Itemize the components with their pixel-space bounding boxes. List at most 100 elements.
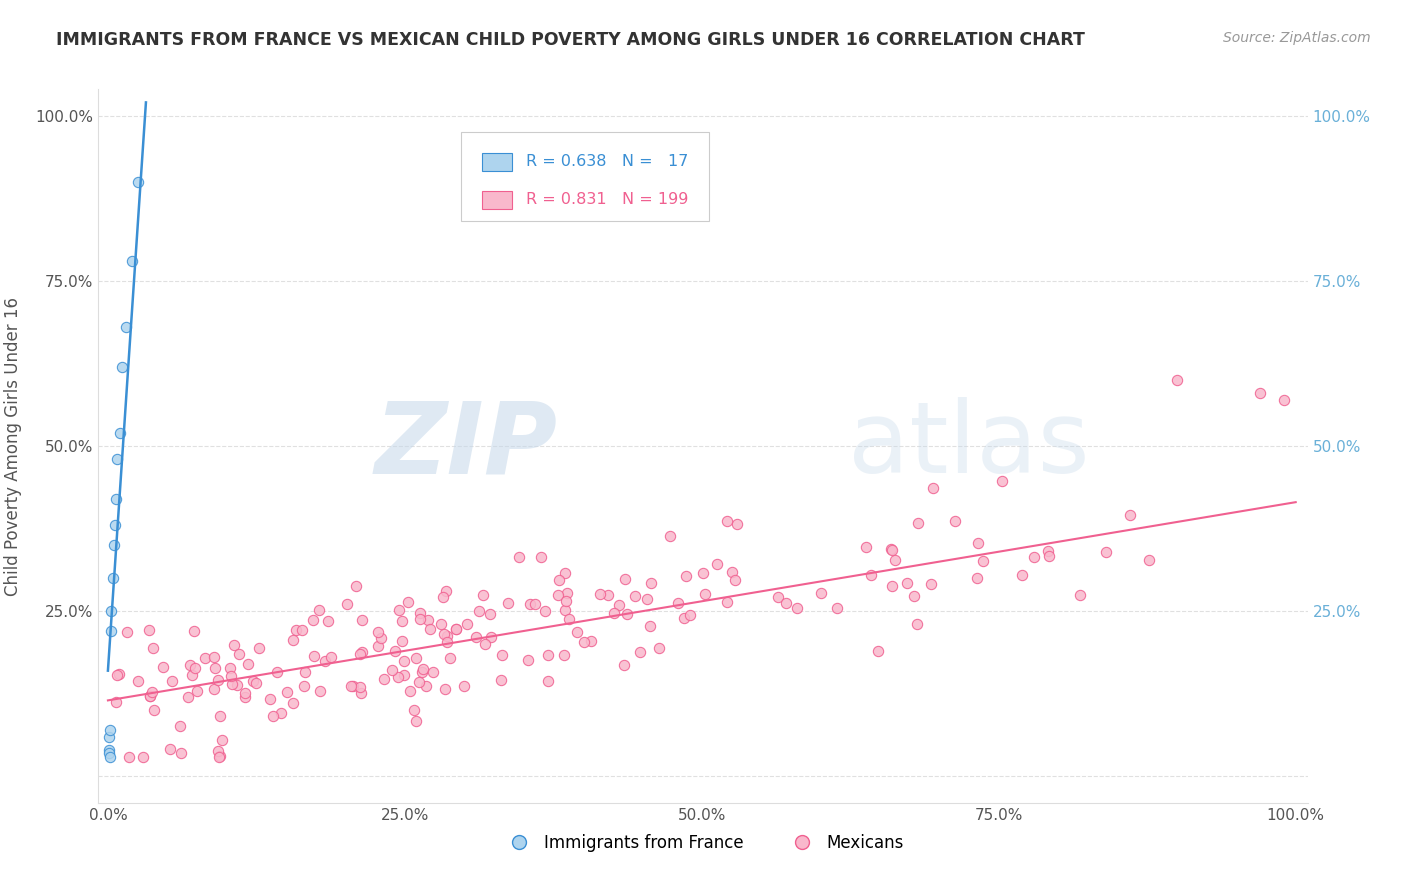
Point bbox=[422, 665, 444, 680]
Point bbox=[478, 607, 501, 621]
Point bbox=[194, 651, 217, 665]
Point bbox=[340, 679, 363, 693]
Point bbox=[1137, 553, 1160, 567]
Point bbox=[418, 622, 440, 636]
Point bbox=[436, 629, 458, 643]
Point bbox=[405, 650, 427, 665]
Point bbox=[183, 624, 205, 638]
Point bbox=[366, 625, 388, 640]
FancyBboxPatch shape bbox=[461, 132, 709, 221]
Point bbox=[883, 553, 905, 567]
Point bbox=[666, 596, 689, 610]
Point bbox=[101, 571, 124, 585]
Point bbox=[616, 607, 638, 621]
Point bbox=[692, 566, 714, 581]
Point bbox=[242, 673, 264, 688]
Point bbox=[530, 550, 553, 565]
Point bbox=[943, 514, 966, 528]
Point bbox=[108, 425, 131, 440]
Point bbox=[301, 614, 323, 628]
Point bbox=[508, 549, 530, 564]
Point bbox=[103, 538, 125, 552]
Point bbox=[905, 616, 928, 631]
Point bbox=[131, 749, 153, 764]
Point bbox=[439, 650, 461, 665]
Point bbox=[283, 633, 305, 648]
Point bbox=[648, 641, 671, 656]
Point bbox=[367, 639, 389, 653]
Point bbox=[319, 649, 342, 664]
Point bbox=[716, 514, 738, 528]
Point bbox=[557, 612, 579, 626]
Point bbox=[489, 673, 512, 687]
Point bbox=[434, 681, 457, 696]
Point bbox=[98, 749, 121, 764]
Point bbox=[309, 684, 332, 698]
Point bbox=[554, 566, 576, 580]
Point bbox=[121, 254, 143, 268]
Point bbox=[467, 604, 489, 618]
Point bbox=[557, 586, 579, 600]
Point bbox=[219, 669, 242, 683]
Point bbox=[228, 647, 250, 661]
Point bbox=[304, 648, 326, 663]
Point bbox=[673, 611, 696, 625]
Point bbox=[292, 679, 315, 693]
Point bbox=[209, 749, 232, 764]
Point bbox=[456, 617, 478, 632]
Point bbox=[724, 573, 747, 587]
Point bbox=[880, 579, 903, 593]
Point bbox=[1011, 567, 1033, 582]
Point bbox=[117, 625, 139, 640]
Point bbox=[105, 491, 128, 506]
Point bbox=[316, 615, 339, 629]
Point bbox=[548, 573, 571, 587]
Point bbox=[350, 686, 373, 700]
Point bbox=[202, 682, 225, 697]
Text: atlas: atlas bbox=[848, 398, 1090, 494]
Text: R = 0.831   N = 199: R = 0.831 N = 199 bbox=[526, 192, 689, 207]
Point bbox=[405, 714, 427, 728]
Point bbox=[222, 638, 245, 652]
Point bbox=[218, 661, 240, 675]
Point bbox=[408, 674, 430, 689]
Point bbox=[384, 644, 406, 658]
Point bbox=[180, 668, 202, 682]
Point bbox=[111, 359, 134, 374]
Point bbox=[907, 516, 929, 530]
Point bbox=[127, 673, 149, 688]
Point bbox=[207, 744, 229, 758]
Point bbox=[208, 709, 231, 723]
Point bbox=[408, 606, 430, 620]
Point bbox=[118, 749, 141, 764]
Point bbox=[262, 709, 284, 723]
Point bbox=[104, 518, 127, 533]
Point bbox=[105, 695, 128, 709]
Point bbox=[294, 665, 316, 679]
Point bbox=[603, 606, 626, 620]
Point bbox=[98, 730, 121, 744]
Legend: Immigrants from France, Mexicans: Immigrants from France, Mexicans bbox=[495, 828, 911, 859]
Point bbox=[291, 624, 314, 638]
Point bbox=[259, 691, 281, 706]
Point bbox=[207, 673, 229, 688]
Point bbox=[105, 668, 128, 682]
Point bbox=[1038, 544, 1060, 558]
Point bbox=[675, 569, 697, 583]
Point bbox=[391, 614, 413, 628]
Point bbox=[810, 586, 832, 600]
Bar bbox=[482, 153, 512, 170]
Point bbox=[344, 579, 367, 593]
Text: ZIP: ZIP bbox=[375, 398, 558, 494]
Point bbox=[1272, 392, 1295, 407]
Point bbox=[236, 657, 259, 671]
Point bbox=[98, 723, 121, 738]
Point bbox=[225, 678, 247, 692]
Point bbox=[97, 743, 120, 757]
Point bbox=[607, 598, 630, 612]
Point bbox=[399, 684, 422, 698]
Point bbox=[152, 660, 174, 674]
Point bbox=[381, 663, 404, 677]
Point bbox=[679, 608, 702, 623]
Point bbox=[706, 557, 728, 571]
